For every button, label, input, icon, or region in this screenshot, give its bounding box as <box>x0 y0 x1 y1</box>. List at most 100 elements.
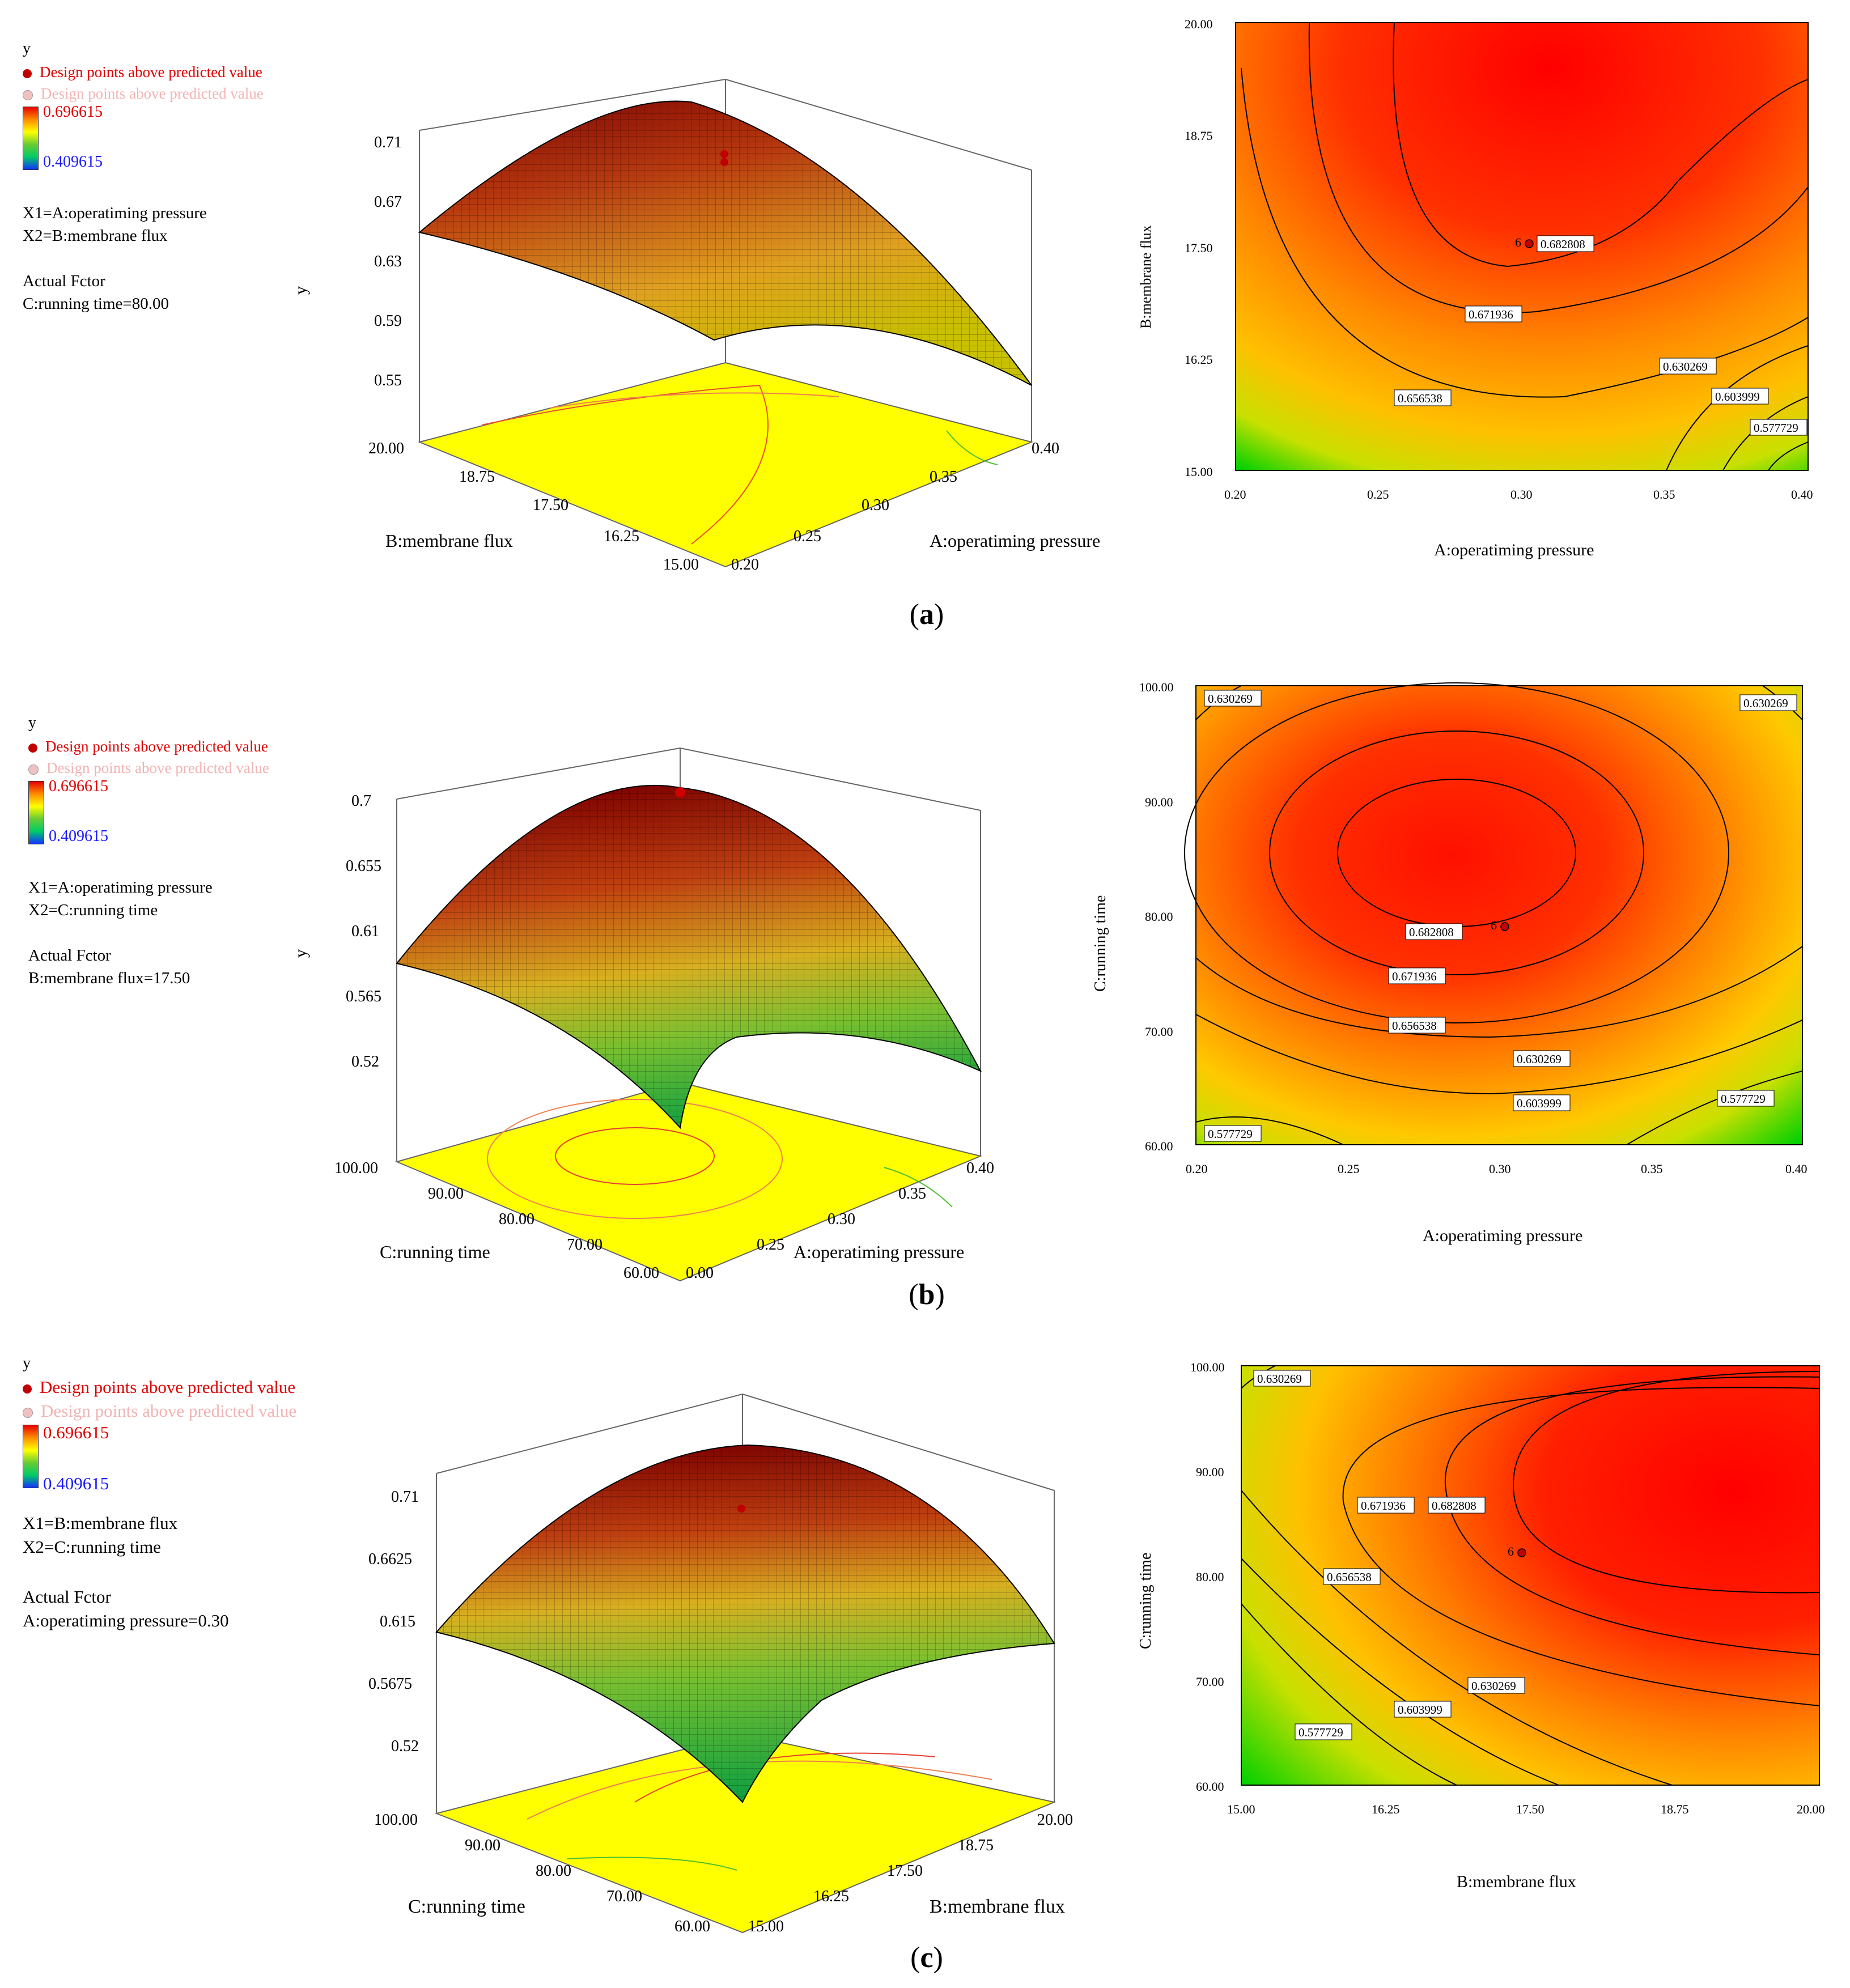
x-tick: 15.00 <box>1227 1802 1255 1816</box>
y-tick: 16.25 <box>1185 352 1213 367</box>
surface-plot-c: 0.71 0.6625 0.615 0.5675 0.52 100.00 90.… <box>368 1394 1073 1935</box>
z-tick: 0.63 <box>374 253 402 270</box>
design-points-above: Design points above predicted value <box>23 1377 295 1397</box>
left-tick: 16.25 <box>604 528 639 545</box>
left-axis-label: C:running time <box>408 1896 525 1917</box>
y-tick: 18.75 <box>1185 129 1213 143</box>
legend-ylabel: y <box>23 40 31 57</box>
design-point-marker <box>1517 1548 1526 1557</box>
right-tick: 0.20 <box>731 556 759 574</box>
legend-x1: X1=A:operatiming pressure <box>28 878 213 897</box>
contour-plot-a: 6 0.682808 0.671936 0.656538 0.630269 0.… <box>1138 17 1813 559</box>
right-tick: 15.00 <box>748 1918 784 1935</box>
actual-factor: B:membrane flux=17.50 <box>28 969 190 987</box>
left-tick: 80.00 <box>499 1210 534 1228</box>
design-point-marker <box>720 150 728 158</box>
contour-label: 0.630269 <box>1208 692 1253 706</box>
z-tick: 0.5675 <box>368 1675 412 1693</box>
z-tick: 0.71 <box>391 1488 419 1506</box>
design-points-above: Design points above predicted value <box>23 63 262 81</box>
left-tick: 80.00 <box>536 1862 571 1880</box>
contour-label: 0.630269 <box>1471 1679 1516 1693</box>
contour-y-label: C:running time <box>1137 1553 1155 1649</box>
left-tick: 60.00 <box>674 1918 710 1935</box>
left-tick: 100.00 <box>374 1811 418 1829</box>
red-dot-icon <box>23 1384 32 1394</box>
color-bar <box>23 1425 39 1488</box>
x-tick: 16.25 <box>1372 1802 1400 1816</box>
design-point-marker <box>1500 922 1509 931</box>
contour-plot-c: 6 0.630269 0.671936 0.682808 0.656538 0.… <box>1137 1360 1825 1891</box>
z-tick: 0.52 <box>351 1053 379 1071</box>
right-tick: 18.75 <box>958 1837 994 1854</box>
x-tick: 0.40 <box>1785 1162 1807 1176</box>
left-axis: 100.00 90.00 80.00 70.00 60.00 C:running… <box>374 1811 710 1935</box>
contour-label: 0.577729 <box>1754 421 1798 435</box>
z-tick: 0.655 <box>346 857 381 875</box>
design-point-label: 6 <box>1515 235 1521 249</box>
y-tick: 100.00 <box>1139 680 1174 694</box>
z-axis: 0.71 0.67 0.63 0.59 0.55 y <box>295 134 402 389</box>
contour-y-label: C:running time <box>1092 895 1109 992</box>
contour-label: 0.656538 <box>1327 1570 1372 1584</box>
contour-label: 0.577729 <box>1208 1127 1253 1141</box>
contour-y-label: B:membrane flux <box>1138 225 1154 329</box>
surface-plot-a: 0.71 0.67 0.63 0.59 0.55 y 20.00 18.75 1… <box>295 79 1100 574</box>
contour-label: 0.630269 <box>1257 1372 1302 1386</box>
legend-ylabel: y <box>28 714 36 732</box>
contour-x-label: A:operatiming pressure <box>1434 541 1594 559</box>
contour-x-ticks: 15.00 16.25 17.50 18.75 20.00 <box>1227 1802 1825 1816</box>
contour-label: 0.682808 <box>1432 1499 1476 1513</box>
red-dot-icon <box>28 743 37 753</box>
right-tick: 0.30 <box>862 496 889 514</box>
x-tick: 0.25 <box>1367 487 1389 502</box>
x-tick: 18.75 <box>1661 1802 1689 1816</box>
z-tick: 0.565 <box>346 988 381 1005</box>
x-tick: 0.20 <box>1224 487 1246 502</box>
x-tick: 0.30 <box>1489 1162 1511 1176</box>
z-axis: 0.7 0.655 0.61 0.565 0.52 y <box>291 792 381 1071</box>
contour-y-ticks: 20.00 18.75 17.50 16.25 15.00 <box>1185 17 1213 479</box>
contour-label: 0.577729 <box>1299 1726 1343 1739</box>
right-axis: 15.00 16.25 17.50 18.75 20.00 B:membrane… <box>748 1811 1073 1935</box>
right-tick: 0.25 <box>794 528 821 545</box>
right-tick: 0.25 <box>757 1236 784 1254</box>
left-tick: 90.00 <box>428 1185 464 1203</box>
y-tick: 60.00 <box>1145 1139 1173 1153</box>
left-axis: 20.00 18.75 17.50 16.25 15.00 B:membrane… <box>368 440 699 574</box>
left-tick: 100.00 <box>334 1159 378 1177</box>
z-tick: 0.52 <box>391 1738 419 1755</box>
y-tick: 60.00 <box>1196 1779 1224 1794</box>
y-tick: 80.00 <box>1196 1570 1224 1584</box>
left-axis: 100.00 90.00 80.00 70.00 60.00 C:running… <box>334 1159 659 1282</box>
contour-x-label: B:membrane flux <box>1457 1872 1576 1891</box>
pink-dot-icon <box>28 764 39 775</box>
design-point-marker <box>737 1505 745 1513</box>
right-tick: 0.30 <box>828 1210 855 1228</box>
color-bar <box>28 781 44 844</box>
z-tick: 0.6625 <box>368 1551 412 1568</box>
contour-label: 0.603999 <box>1715 390 1760 403</box>
y-tick: 100.00 <box>1190 1360 1225 1374</box>
x-tick: 0.35 <box>1641 1162 1663 1176</box>
contour-label: 0.671936 <box>1361 1499 1406 1513</box>
left-tick: 70.00 <box>567 1236 602 1254</box>
left-tick: 90.00 <box>465 1837 500 1854</box>
y-tick: 90.00 <box>1196 1465 1224 1479</box>
z-tick: 0.71 <box>374 134 402 151</box>
legend-x1: X1=A:operatiming pressure <box>23 204 207 222</box>
z-axis: 0.71 0.6625 0.615 0.5675 0.52 <box>368 1488 419 1755</box>
right-tick: 0.00 <box>686 1264 714 1282</box>
right-tick: 0.40 <box>966 1159 994 1177</box>
left-axis-label: C:running time <box>380 1242 490 1262</box>
contour-label: 0.671936 <box>1392 970 1437 983</box>
left-tick: 70.00 <box>606 1888 642 1905</box>
pink-dot-icon <box>23 1407 33 1418</box>
z-tick: 0.59 <box>374 312 402 330</box>
color-bar-max: 0.696615 <box>43 1422 109 1442</box>
z-tick: 0.615 <box>380 1613 415 1630</box>
caption-a: (a) <box>909 598 944 631</box>
contour-x-ticks: 0.20 0.25 0.30 0.35 0.40 <box>1224 487 1813 502</box>
right-axis-label: B:membrane flux <box>930 1896 1065 1917</box>
y-tick: 20.00 <box>1185 17 1213 31</box>
